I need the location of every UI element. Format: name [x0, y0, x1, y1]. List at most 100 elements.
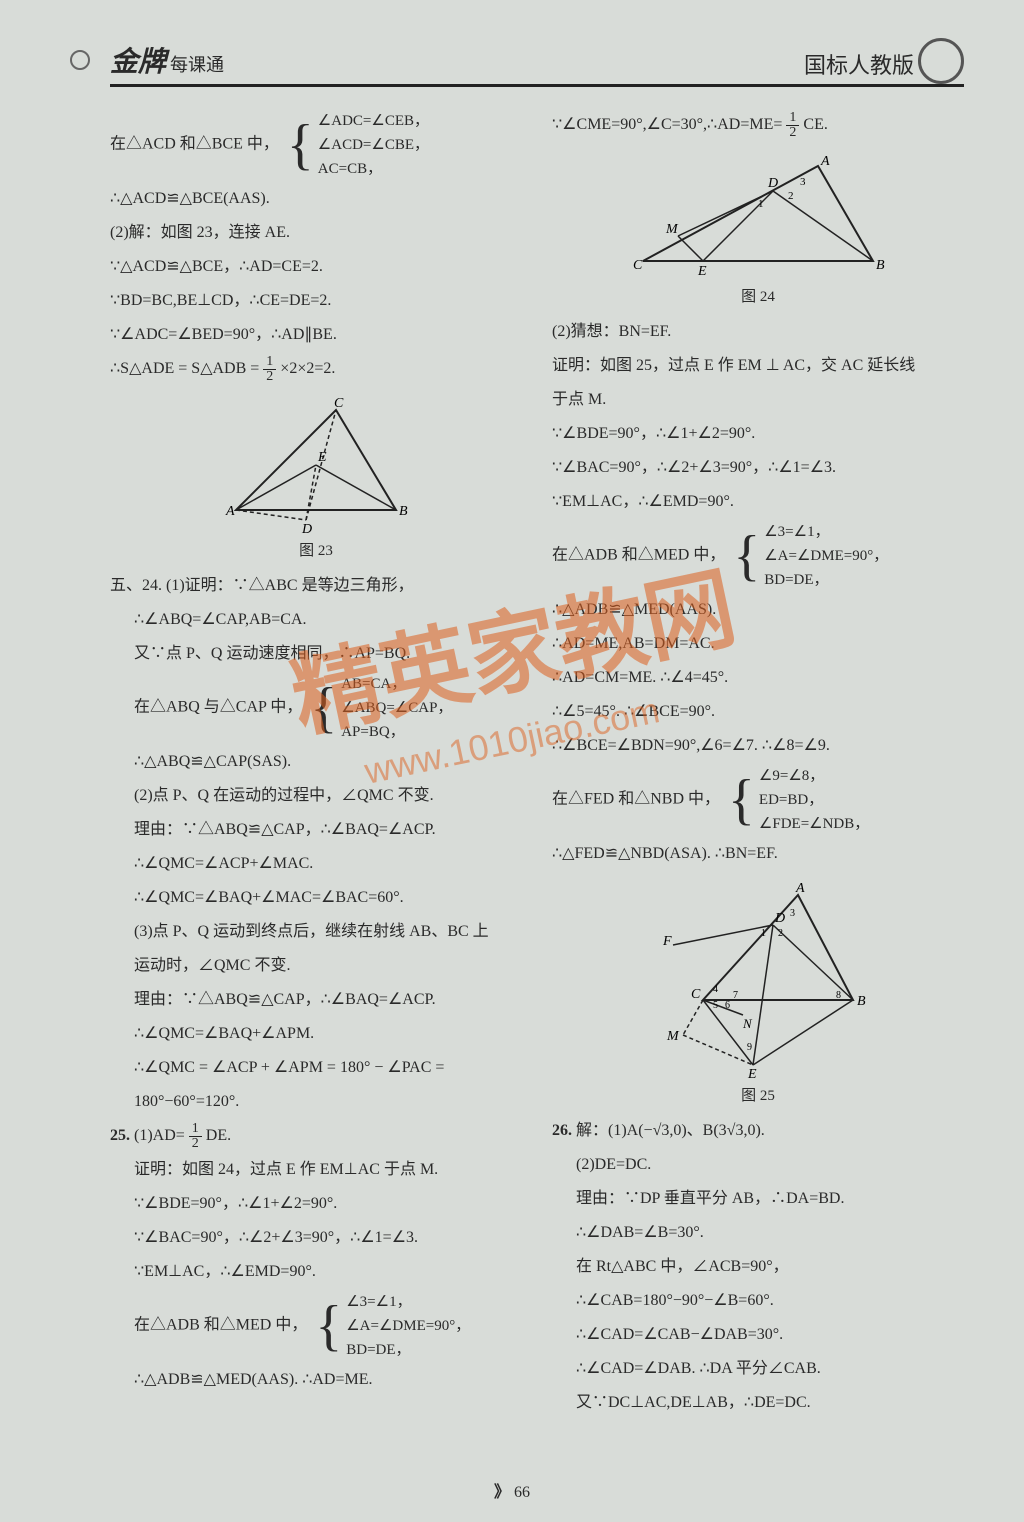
denominator: 2 — [263, 370, 276, 384]
text-line: ∴∠CAD=∠CAB−∠DAB=30°. — [552, 1319, 964, 1351]
figure-caption: 图 25 — [552, 1084, 964, 1105]
svg-text:C: C — [334, 396, 344, 411]
text-line: ∴△ADB≌△MED(AAS). — [552, 594, 964, 626]
svg-text:M: M — [665, 222, 679, 237]
svg-text:D: D — [301, 522, 312, 535]
brace-row: ∠FDE=∠NDB， — [759, 812, 869, 836]
text-line: 五、24. (1)证明：∵△ABC 是等边三角形， — [110, 570, 522, 602]
brace-row: ∠ABQ=∠CAP， — [341, 696, 452, 720]
svg-text:2: 2 — [788, 190, 794, 202]
brace-row: AP=BQ， — [341, 720, 452, 744]
text-line: ∵BD=BC,BE⊥CD，∴CE=DE=2. — [110, 285, 522, 317]
figure-24: C B A D M E 2 3 1 图 24 — [552, 151, 964, 306]
svg-text:2: 2 — [778, 928, 783, 939]
text-line: 25. (1)AD= 12 DE. — [110, 1120, 522, 1152]
text-line: ∴AD=CM=ME. ∴∠4=45°. — [552, 662, 964, 694]
text: 在△ADB 和△MED 中， — [134, 1317, 307, 1334]
triangle-diagram-icon: A B C D E — [216, 395, 416, 535]
text-line: (2)解：如图 23，连接 AE. — [110, 217, 522, 249]
fraction: 12 — [189, 1122, 202, 1151]
brace-block: { ∠9=∠8， ED=BD， ∠FDE=∠NDB， — [724, 764, 869, 836]
text-line: 运动时，∠QMC 不变. — [110, 950, 522, 982]
svg-text:5: 5 — [713, 1000, 718, 1011]
section-head: 五、24. — [110, 577, 162, 594]
text-line: 理由：∵△ABQ≌△CAP，∴∠BAQ=∠ACP. — [110, 814, 522, 846]
denominator: 2 — [189, 1137, 202, 1151]
text-line: 26. 解：(1)A(−√3,0)、B(3√3,0). — [552, 1115, 964, 1147]
text: (1)AD= — [134, 1127, 185, 1144]
svg-text:F: F — [662, 934, 672, 949]
numerator: 1 — [263, 355, 276, 370]
text-line: ∴△ADB≌△MED(AAS). ∴AD=ME. — [110, 1364, 522, 1396]
triangle-diagram-icon: A B C D E F M N 1 2 3 4 5 6 7 8 9 — [643, 880, 873, 1080]
text: 解：(1)A(−√3,0)、B(3√3,0). — [576, 1122, 765, 1139]
text-line: (2)点 P、Q 在运动的过程中，∠QMC 不变. — [110, 780, 522, 812]
svg-text:E: E — [697, 264, 707, 279]
text-line: 在△ACD 和△BCE 中， { ∠ADC=∠CEB， ∠ACD=∠CBE， A… — [110, 109, 522, 181]
text: DE. — [206, 1127, 231, 1144]
left-brace-icon: { — [310, 686, 337, 731]
svg-text:3: 3 — [800, 176, 806, 188]
triangle-diagram-icon: C B A D M E 2 3 1 — [628, 151, 888, 281]
svg-text:C: C — [633, 258, 643, 273]
text-line: ∴∠QMC=∠ACP+∠MAC. — [110, 848, 522, 880]
svg-text:8: 8 — [836, 990, 841, 1001]
svg-text:A: A — [795, 881, 805, 896]
edition: 国标人教版 — [804, 48, 964, 80]
text-line: ∵∠BDE=90°，∴∠1+∠2=90°. — [552, 418, 964, 450]
brand: 金牌每课通 — [110, 40, 224, 80]
text-line: ∵∠ADC=∠BED=90°，∴AD∥BE. — [110, 319, 522, 351]
text-line: 又∵DC⊥AC,DE⊥AB，∴DE=DC. — [552, 1387, 964, 1419]
text: ×2×2=2. — [280, 360, 335, 377]
svg-text:A: A — [225, 504, 235, 519]
svg-text:E: E — [747, 1067, 757, 1080]
brace-row: AB=CA， — [341, 672, 452, 696]
text: ∴S△ADE = S△ADB = — [110, 360, 263, 377]
brace-row: BD=DE， — [764, 568, 888, 592]
brace-row: ∠A=∠DME=90°， — [764, 544, 888, 568]
svg-text:3: 3 — [790, 908, 795, 919]
svg-text:C: C — [691, 987, 701, 1002]
text-line: 又∵点 P、Q 运动速度相同，∴AP=BQ. — [110, 638, 522, 670]
brace-block: { ∠ADC=∠CEB， ∠ACD=∠CBE， AC=CB， — [283, 109, 429, 181]
brace-block: { ∠3=∠1， ∠A=∠DME=90°， BD=DE， — [729, 520, 888, 592]
text-line: ∵△ACD≌△BCE，∴AD=CE=2. — [110, 251, 522, 283]
svg-text:D: D — [767, 176, 778, 191]
text-line: 理由：∵DP 垂直平分 AB，∴DA=BD. — [552, 1183, 964, 1215]
left-brace-icon: { — [287, 123, 314, 168]
text-line: ∴∠ABQ=∠CAP,AB=CA. — [110, 604, 522, 636]
left-brace-icon: { — [728, 778, 755, 823]
svg-text:4: 4 — [713, 984, 718, 995]
text-line: ∴∠BCE=∠BDN=90°,∠6=∠7. ∴∠8=∠9. — [552, 730, 964, 762]
text-line: ∴∠QMC=∠BAQ+∠APM. — [110, 1018, 522, 1050]
text-line: ∴∠QMC=∠BAQ+∠MAC=∠BAC=60°. — [110, 882, 522, 914]
fraction: 12 — [263, 355, 276, 384]
figure-caption: 图 23 — [110, 539, 522, 560]
text-line: 证明：如图 24，过点 E 作 EM⊥AC 于点 M. — [110, 1154, 522, 1186]
numerator: 1 — [786, 111, 799, 126]
svg-text:D: D — [774, 911, 785, 926]
text: 在△FED 和△NBD 中， — [552, 791, 720, 808]
denominator: 2 — [786, 126, 799, 140]
text: 在△ACD 和△BCE 中， — [110, 136, 279, 153]
svg-text:1: 1 — [758, 198, 764, 210]
page-number: 66 — [494, 1478, 530, 1502]
text-line: ∴∠CAD=∠DAB. ∴DA 平分∠CAB. — [552, 1353, 964, 1385]
svg-text:1: 1 — [761, 928, 766, 939]
brace-row: ∠9=∠8， — [759, 764, 869, 788]
text-line: ∵EM⊥AC，∴∠EMD=90°. — [110, 1256, 522, 1288]
text-line: ∴∠QMC = ∠ACP + ∠APM = 180° − ∠PAC = — [110, 1052, 522, 1084]
svg-text:N: N — [742, 1016, 753, 1031]
text-line: ∵EM⊥AC，∴∠EMD=90°. — [552, 486, 964, 518]
text-line: 理由：∵△ABQ≌△CAP，∴∠BAQ=∠ACP. — [110, 984, 522, 1016]
right-column: ∵∠CME=90°,∠C=30°,∴AD=ME= 12 CE. C B A D … — [552, 107, 964, 1421]
left-brace-icon: { — [733, 534, 760, 579]
text-line: ∴△ACD≌△BCE(AAS). — [110, 183, 522, 215]
text-line: ∴△FED≌△NBD(ASA). ∴BN=EF. — [552, 838, 964, 870]
svg-text:E: E — [317, 450, 327, 465]
numerator: 1 — [189, 1122, 202, 1137]
text-line: ∴∠CAB=180°−90°−∠B=60°. — [552, 1285, 964, 1317]
fraction: 12 — [786, 111, 799, 140]
svg-text:A: A — [820, 154, 830, 169]
brace-row: ∠ACD=∠CBE， — [318, 133, 429, 157]
